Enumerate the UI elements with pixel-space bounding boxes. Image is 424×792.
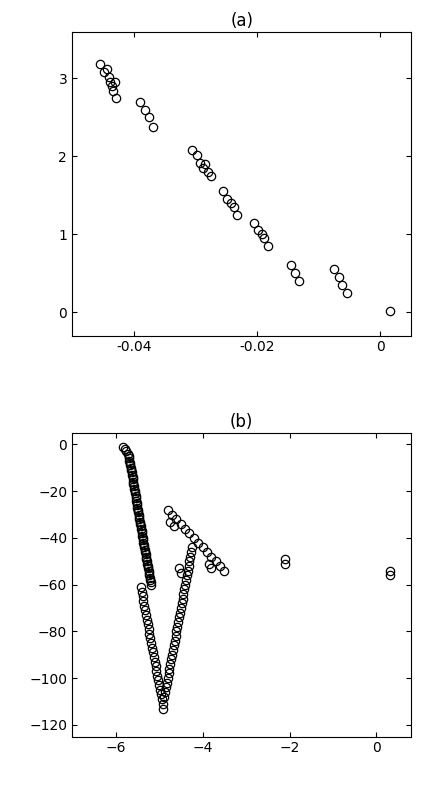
Title: (a): (a) [230, 12, 253, 30]
Title: (b): (b) [230, 413, 254, 431]
